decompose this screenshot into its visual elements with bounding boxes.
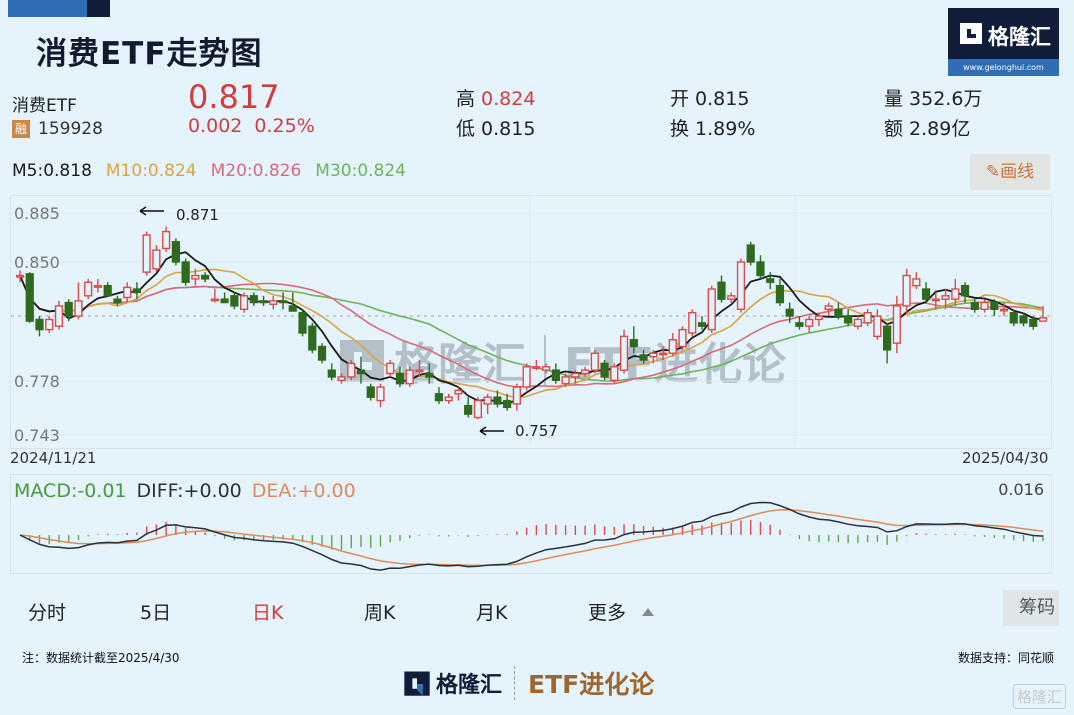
open-value: 0.815	[695, 88, 750, 110]
stat-amount: 额 2.89亿	[884, 118, 971, 140]
tab-weekly-k[interactable]: 周K	[364, 602, 396, 624]
tab-monthly-k[interactable]: 月K	[476, 602, 508, 624]
change-percent: 0.25%	[254, 115, 315, 137]
chip-distribution-button[interactable]: 筹码	[1003, 590, 1059, 626]
ma5-label: M5:0.818	[12, 161, 92, 181]
margin-badge: 融	[12, 120, 30, 138]
logo-name: 格隆汇	[988, 25, 1051, 49]
security-code: 159928	[38, 119, 103, 139]
pencil-icon: ✎	[985, 162, 1001, 182]
low-value: 0.815	[481, 118, 536, 140]
tab-daily-k[interactable]: 日K	[252, 602, 284, 624]
y-tick-0850: 0.850	[14, 253, 60, 272]
low-annotation: 0.757	[515, 422, 558, 440]
data-source: 数据支持：同花顺	[957, 651, 1054, 665]
stat-volume: 量 352.6万	[884, 88, 983, 110]
price-change: 0.002 0.25%	[188, 115, 315, 137]
top-accent-dark	[87, 0, 110, 17]
macd-value: MACD:-0.01	[14, 480, 127, 502]
macd-chart-area[interactable]	[10, 474, 1052, 574]
last-price: 0.817	[188, 78, 280, 116]
stat-high: 高 0.824	[456, 88, 536, 110]
stat-low: 低 0.815	[456, 118, 536, 140]
footer-brand: 格隆汇 ETF进化论	[402, 665, 654, 701]
dea-value: DEA:+0.00	[251, 480, 356, 502]
period-tabs: 分时 5日 日K 周K 月K 更多	[28, 598, 655, 625]
tab-intraday[interactable]: 分时	[28, 602, 67, 624]
x-end-date: 2025/04/30	[962, 449, 1049, 467]
change-value: 0.002	[188, 115, 243, 137]
ma-legend: M5:0.818 M10:0.824 M20:0.826 M30:0.824	[12, 161, 406, 181]
caret-up-icon	[642, 607, 655, 616]
high-annotation: 0.871	[176, 206, 219, 224]
kline-chart-area[interactable]	[10, 195, 1052, 449]
diff-value: DIFF:+0.00	[136, 480, 242, 502]
y-tick-0743: 0.743	[14, 426, 60, 445]
volume-value: 352.6万	[909, 88, 983, 110]
y-tick-0885: 0.885	[14, 204, 60, 223]
corner-watermark: 格隆汇	[1012, 684, 1066, 709]
macd-legend: MACD:-0.01 DIFF:+0.00 DEA:+0.00	[14, 480, 356, 502]
ma20-label: M20:0.826	[210, 161, 302, 181]
high-value: 0.824	[481, 88, 536, 110]
draw-line-button[interactable]: ✎画线	[970, 154, 1050, 190]
gelonghui-logo: 格隆汇 www.gelonghui.com	[948, 8, 1059, 76]
ma30-label: M30:0.824	[315, 161, 406, 181]
amount-value: 2.89亿	[909, 118, 971, 140]
macd-max-label: 0.016	[998, 480, 1044, 499]
g-logo-icon	[960, 23, 982, 44]
security-name: 消费ETF	[12, 96, 77, 116]
security-code-row: 融 159928	[12, 119, 103, 139]
stat-open: 开 0.815	[670, 88, 750, 110]
y-tick-0778: 0.778	[14, 372, 60, 391]
page-title: 消费ETF走势图	[36, 36, 263, 72]
data-note: 注：数据统计截至2025/4/30	[22, 651, 180, 665]
x-start-date: 2024/11/21	[10, 449, 97, 467]
logo-url: www.gelonghui.com	[948, 59, 1059, 76]
top-accent-bar	[8, 0, 110, 17]
more-button[interactable]: 更多	[588, 598, 655, 625]
footer-g-icon	[404, 671, 430, 696]
footer-divider	[514, 666, 516, 700]
stat-turnover: 换 1.89%	[670, 118, 756, 140]
ma10-label: M10:0.824	[105, 161, 197, 181]
tab-5day[interactable]: 5日	[140, 602, 172, 624]
turnover-value: 1.89%	[695, 118, 756, 140]
